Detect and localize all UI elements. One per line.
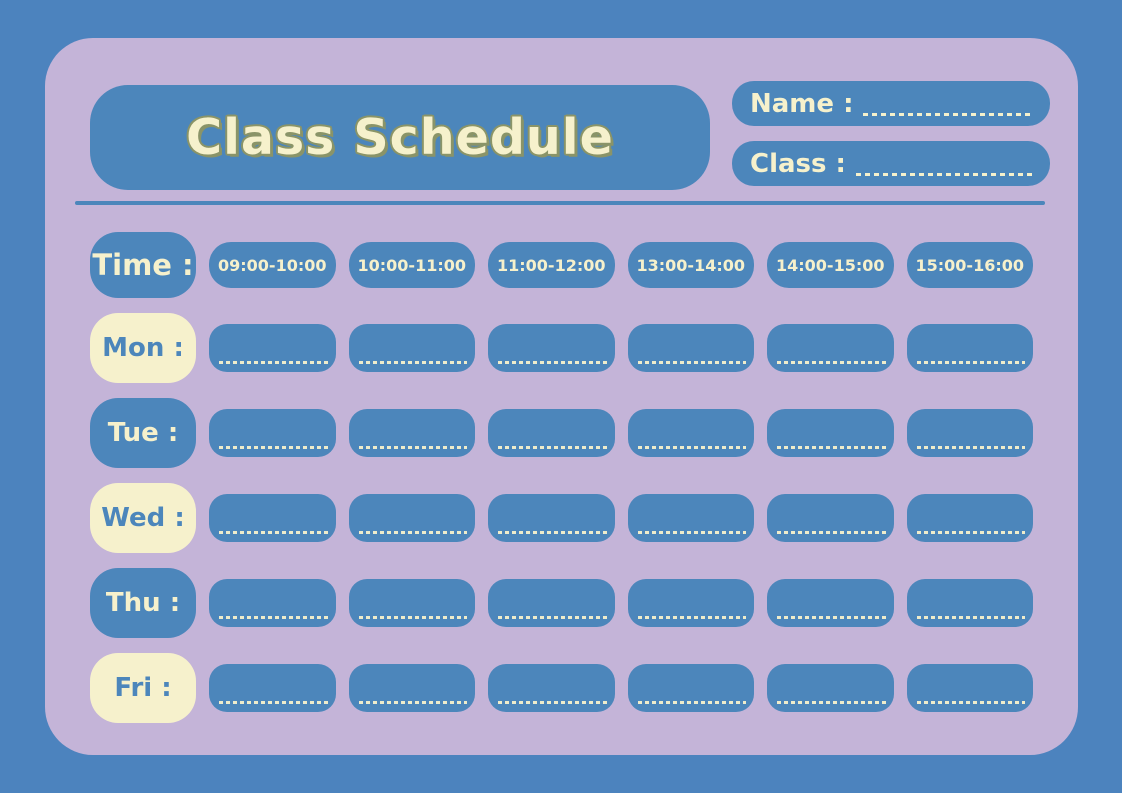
class-input-line[interactable] [855, 173, 1032, 176]
day-label-tue: Tue : [90, 398, 196, 468]
schedule-cell[interactable] [209, 324, 336, 372]
schedule-cell[interactable] [906, 664, 1033, 712]
cell-input-line [916, 616, 1025, 619]
schedule-grid: Time : 09:00-10:00 10:00-11:00 11:00-12:00 1… [90, 232, 1033, 723]
time-slot: 14:00-15:00 [767, 242, 894, 288]
cell-input-line [777, 361, 886, 364]
cell-input-line [916, 531, 1025, 534]
day-label-thu: Thu : [90, 568, 196, 638]
cell-input-line [358, 531, 467, 534]
cell-input-line [219, 616, 328, 619]
cell-input-line [916, 361, 1025, 364]
name-field[interactable]: Name : [732, 81, 1050, 126]
cell-input-line [358, 446, 467, 449]
cell-input-line [777, 446, 886, 449]
schedule-cell[interactable] [488, 409, 615, 457]
divider [75, 201, 1045, 205]
schedule-cell[interactable] [767, 664, 894, 712]
schedule-cell[interactable] [209, 664, 336, 712]
cell-input-line [358, 616, 467, 619]
cell-input-line [777, 616, 886, 619]
cell-input-line [219, 531, 328, 534]
cell-input-line [358, 361, 467, 364]
schedule-cell[interactable] [348, 579, 475, 627]
time-label: Time : [90, 232, 196, 298]
schedule-cell[interactable] [627, 324, 754, 372]
name-input-line[interactable] [863, 113, 1032, 116]
day-label-mon: Mon : [90, 313, 196, 383]
cell-input-line [219, 446, 328, 449]
schedule-cell[interactable] [627, 664, 754, 712]
time-slot: 11:00-12:00 [488, 242, 615, 288]
schedule-cell[interactable] [906, 409, 1033, 457]
schedule-cell[interactable] [488, 324, 615, 372]
schedule-cell[interactable] [627, 409, 754, 457]
cell-input-line [637, 701, 746, 704]
cell-input-line [777, 701, 886, 704]
cell-input-line [637, 616, 746, 619]
time-slot: 15:00-16:00 [906, 242, 1033, 288]
name-label: Name : [750, 88, 854, 119]
schedule-cell[interactable] [209, 579, 336, 627]
cell-input-line [916, 446, 1025, 449]
time-slot: 09:00-10:00 [209, 242, 336, 288]
cell-input-line [916, 701, 1025, 704]
cell-input-line [498, 361, 607, 364]
page-title: Class Schedule [186, 109, 614, 166]
schedule-cell[interactable] [767, 494, 894, 542]
cell-input-line [358, 701, 467, 704]
schedule-cell[interactable] [906, 324, 1033, 372]
cell-input-line [637, 361, 746, 364]
schedule-cell[interactable] [627, 494, 754, 542]
schedule-cell[interactable] [209, 494, 336, 542]
schedule-cell[interactable] [906, 494, 1033, 542]
schedule-cell[interactable] [348, 409, 475, 457]
header-fields: Name : Class : [732, 81, 1050, 186]
schedule-cell[interactable] [767, 409, 894, 457]
day-label-wed: Wed : [90, 483, 196, 553]
day-label-fri: Fri : [90, 653, 196, 723]
schedule-cell[interactable] [348, 324, 475, 372]
cell-input-line [498, 446, 607, 449]
cell-input-line [777, 531, 886, 534]
schedule-cell[interactable] [767, 324, 894, 372]
class-field[interactable]: Class : [732, 141, 1050, 186]
schedule-cell[interactable] [209, 409, 336, 457]
schedule-cell[interactable] [348, 664, 475, 712]
cell-input-line [219, 701, 328, 704]
time-slot: 10:00-11:00 [348, 242, 475, 288]
schedule-cell[interactable] [348, 494, 475, 542]
schedule-cell[interactable] [488, 579, 615, 627]
cell-input-line [637, 446, 746, 449]
cell-input-line [219, 361, 328, 364]
cell-input-line [498, 616, 607, 619]
schedule-cell[interactable] [627, 579, 754, 627]
schedule-cell[interactable] [767, 579, 894, 627]
schedule-cell[interactable] [906, 579, 1033, 627]
cell-input-line [637, 531, 746, 534]
cell-input-line [498, 531, 607, 534]
class-label: Class : [750, 148, 846, 179]
title-box: Class Schedule [90, 85, 710, 190]
time-slot: 13:00-14:00 [627, 242, 754, 288]
schedule-card: Class Schedule Name : Class : Time : 09:0… [45, 38, 1078, 755]
schedule-cell[interactable] [488, 494, 615, 542]
cell-input-line [498, 701, 607, 704]
schedule-cell[interactable] [488, 664, 615, 712]
